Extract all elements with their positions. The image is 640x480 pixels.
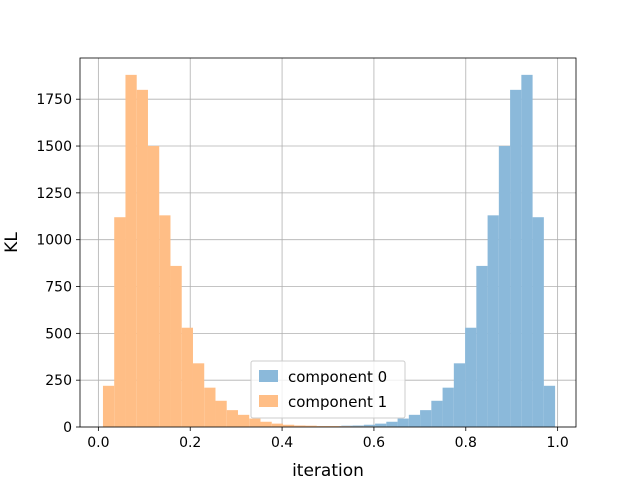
bar-component-1 — [237, 414, 250, 427]
bar-component-1 — [125, 74, 137, 428]
x-tick-label: 0.2 — [179, 435, 201, 451]
bar-component-1 — [282, 424, 295, 427]
legend-swatch-component-1 — [259, 395, 278, 407]
bar-component-1 — [114, 217, 126, 427]
bar-component-0 — [487, 215, 499, 427]
y-tick-label: 1000 — [36, 233, 72, 249]
bar-component-0 — [543, 385, 556, 427]
legend: component 0 component 1 — [250, 360, 406, 419]
bar-component-1 — [147, 146, 160, 428]
y-tick-label: 1500 — [36, 139, 72, 155]
bar-component-0 — [521, 74, 533, 428]
bar-component-1 — [260, 421, 272, 427]
bar-component-1 — [316, 426, 328, 427]
bar-component-1 — [328, 426, 340, 427]
bar-component-0 — [498, 146, 511, 428]
y-tick-label: 250 — [45, 373, 72, 389]
bar-component-0 — [465, 327, 477, 427]
legend-box — [250, 360, 406, 419]
x-tick-label: 0.6 — [363, 435, 385, 451]
bar-component-0 — [510, 89, 522, 427]
bar-component-1 — [170, 265, 182, 427]
bar-component-1 — [271, 423, 283, 427]
bar-component-0 — [375, 423, 387, 427]
x-tick-label: 0.0 — [87, 435, 109, 451]
x-tick-label: 0.8 — [455, 435, 477, 451]
legend-label-component-0: component 0 — [288, 368, 387, 386]
bar-component-0 — [442, 387, 454, 427]
y-tick-label: 1250 — [36, 186, 72, 202]
bar-component-1 — [226, 410, 238, 427]
y-tick-label: 500 — [45, 326, 72, 342]
legend-label-component-1: component 1 — [288, 393, 387, 411]
bar-component-0 — [476, 265, 488, 427]
axis-ticks: 0.0 0.2 0.4 0.6 0.8 1.0 0 250 500 750 1000 1250 1500… — [36, 92, 568, 451]
bar-component-1 — [192, 363, 205, 427]
bar-component-1 — [102, 385, 115, 427]
bar-component-0 — [397, 418, 409, 427]
x-tick-label: 0.4 — [271, 435, 293, 451]
bar-component-1 — [159, 215, 171, 427]
y-tick-label: 1750 — [36, 92, 72, 108]
bar-component-0 — [386, 421, 398, 427]
y-tick-label: 0 — [63, 420, 72, 436]
plot-frame — [79, 57, 577, 428]
bar-component-1 — [204, 387, 216, 427]
bar-component-0 — [352, 425, 364, 427]
bar-component-1 — [305, 425, 317, 427]
x-tick-label: 1.0 — [546, 435, 568, 451]
bars — [102, 74, 556, 428]
bar-component-1 — [181, 327, 193, 427]
y-tick-label: 750 — [45, 280, 72, 296]
bar-component-0 — [408, 414, 421, 427]
bar-component-0 — [532, 217, 544, 427]
x-axis-label: iteration — [292, 461, 364, 480]
bar-component-1 — [249, 418, 261, 427]
bar-component-0 — [431, 400, 443, 427]
legend-swatch-component-0 — [259, 370, 278, 382]
bar-component-1 — [136, 89, 148, 427]
bar-component-0 — [420, 410, 432, 427]
bar-component-0 — [453, 363, 466, 427]
y-axis-label: KL — [2, 232, 22, 253]
bar-component-1 — [294, 425, 306, 427]
bar-component-0 — [363, 424, 376, 427]
bar-component-1 — [215, 400, 227, 427]
